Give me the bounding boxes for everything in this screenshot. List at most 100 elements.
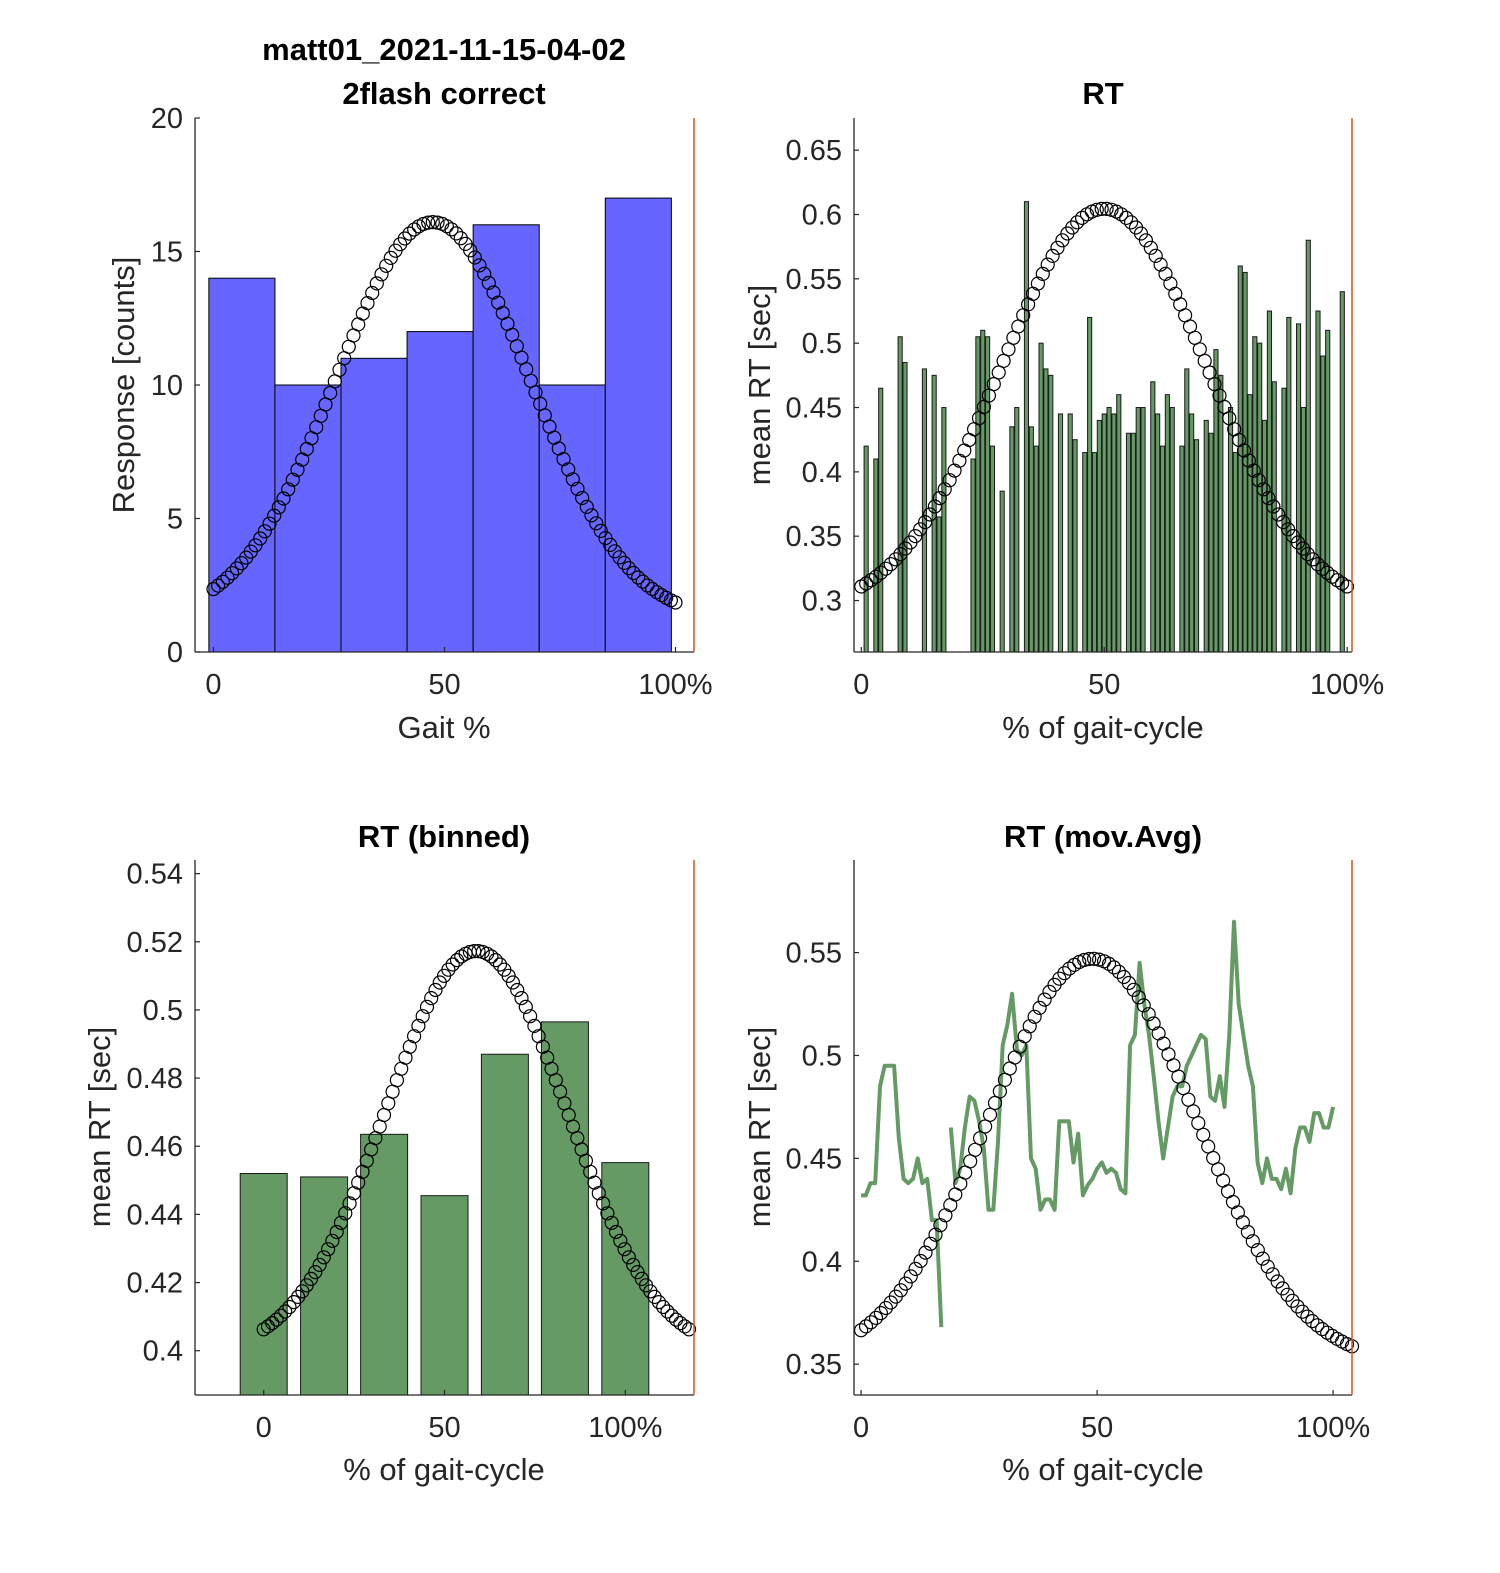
panel1-y-tick-label: 20 <box>151 103 183 135</box>
panel4-x-tick-label: 100% <box>1296 1412 1370 1444</box>
panel1-gaussian-marker <box>276 491 291 506</box>
panel4-gaussian-marker <box>1191 1115 1206 1131</box>
panel4-gaussian-marker <box>1082 951 1097 967</box>
panel1-gaussian-marker <box>635 574 650 589</box>
panel2-bar <box>1048 374 1054 653</box>
panel3-gaussian-marker <box>282 1299 297 1315</box>
panel3-gaussian-marker <box>677 1319 692 1334</box>
panel2-gaussian-marker <box>942 473 957 488</box>
panel2-bar <box>1232 452 1238 653</box>
panel2-bar <box>1305 239 1311 653</box>
panel3-gaussian-marker <box>595 1196 611 1211</box>
panel2-bar <box>1028 426 1034 653</box>
panel3-y-tick-label: 0.52 <box>127 927 183 959</box>
panel1-gaussian-marker <box>234 556 249 571</box>
panel2-y-tick-label: 0.45 <box>786 393 842 425</box>
panel1-gaussian-marker <box>383 250 398 265</box>
panel3-y-tick-label: 0.54 <box>127 859 183 891</box>
panel4-gaussian-marker <box>1245 1234 1260 1249</box>
panel1-gaussian-marker <box>449 226 464 241</box>
panel3-gaussian-marker <box>316 1250 331 1265</box>
panel4-x-tick-label: 0 <box>853 1412 869 1444</box>
panel3-gaussian-marker <box>651 1294 667 1310</box>
panel1-y-tick-label: 5 <box>167 504 183 536</box>
panel3-gaussian-marker <box>630 1264 645 1280</box>
panel4-gaussian-marker <box>1181 1092 1196 1107</box>
panel-response-histogram: matt01_2021-11-15-04-02 2flash correct 0… <box>106 32 713 745</box>
panel3-title: RT (binned) <box>358 819 530 854</box>
panel3-gaussian-marker <box>681 1322 697 1337</box>
panel3-gaussian-marker <box>510 982 525 998</box>
panel2-bar <box>1295 323 1302 653</box>
panel2-bar <box>980 329 986 653</box>
panel3-gaussian-marker <box>303 1271 319 1287</box>
panel4-gaussian-marker <box>1255 1251 1270 1266</box>
panel2-bar <box>1325 329 1331 653</box>
panel1-x-tick-label: 50 <box>428 669 460 701</box>
panel2-bar <box>1057 413 1064 653</box>
panel3-gaussian-marker <box>591 1186 606 1201</box>
panel3-bar <box>420 1195 469 1396</box>
panel4-gaussian-marker <box>1131 990 1146 1005</box>
panel3-gaussian-marker <box>445 957 460 972</box>
panel3-gaussian-marker <box>265 1315 280 1331</box>
panel3-y-tick-label: 0.46 <box>127 1131 183 1163</box>
panel1-plot-area: 0 50 100% 0 5 10 15 20 <box>151 103 713 701</box>
panel4-x-tick-label: 50 <box>1081 1412 1113 1444</box>
panel1-gaussian-marker <box>589 516 604 531</box>
panel2-gaussian-marker <box>1305 552 1320 567</box>
panel2-gaussian-marker <box>888 552 903 567</box>
panel2-gaussian-marker <box>1310 557 1325 572</box>
panel4-gaussian-marker <box>1042 984 1057 1000</box>
panel2-gaussian-marker <box>1261 491 1276 506</box>
panel2-bar <box>936 516 942 653</box>
panel4-gaussian-marker <box>1027 1009 1042 1024</box>
panel1-gaussian-marker <box>402 226 417 241</box>
panel3-gaussian-marker <box>338 1206 353 1221</box>
panel3-gaussian-marker <box>600 1206 615 1221</box>
panel2-xlabel: % of gait-cycle <box>1002 710 1204 745</box>
panel3-gaussian-marker <box>668 1312 684 1327</box>
panel1-gaussian-marker <box>285 472 300 487</box>
panel2-bar <box>1135 407 1141 653</box>
panel4-gaussian-marker <box>863 1315 879 1330</box>
panel4-gaussian-marker <box>913 1253 928 1269</box>
panel2-gaussian-marker <box>1114 207 1129 222</box>
panel3-y-tick-label: 0.48 <box>127 1063 183 1095</box>
panel4-y-tick-label: 0.5 <box>802 1040 842 1072</box>
panel3-gaussian-marker <box>441 962 456 977</box>
panel-rt-binned: RT (binned) 0 50 100% 0.4 0.42 0.44 0.46 0.48 0.… <box>82 819 697 1487</box>
panel4-gaussian-marker <box>1022 1019 1037 1034</box>
panel2-gaussian-marker <box>1148 248 1163 263</box>
panel2-bar <box>878 387 884 653</box>
panel3-gaussian-marker <box>286 1294 301 1310</box>
panel3-gaussian-marker <box>415 1009 430 1024</box>
panel2-bar <box>873 458 879 653</box>
panel4-gaussian-marker <box>1285 1293 1300 1308</box>
panel4-gaussian-marker <box>908 1261 923 1277</box>
panel1-gaussian-marker <box>365 285 380 301</box>
panel3-plot-area: 0 50 100% 0.4 0.42 0.44 0.46 0.48 0.5 0.52 0.54 <box>127 859 697 1444</box>
panel2-bar <box>1067 413 1073 653</box>
panel2-ylabel: mean RT [sec] <box>742 285 777 485</box>
panel2-gaussian-marker <box>1070 215 1085 230</box>
panel4-gaussian-marker <box>858 1319 874 1334</box>
panel1-gaussian-marker <box>229 561 244 576</box>
panel2-bar <box>1087 316 1093 653</box>
panel2-bar <box>1339 291 1345 653</box>
panel3-gaussian-marker <box>269 1312 284 1327</box>
panel2-bar <box>1033 445 1039 653</box>
panel4-ylabel: mean RT [sec] <box>742 1027 777 1227</box>
panel3-gaussian-marker <box>454 949 469 964</box>
panel1-gaussian-marker <box>267 508 282 523</box>
panel3-gaussian-marker <box>329 1224 344 1240</box>
panel2-gaussian-marker <box>1295 541 1311 556</box>
panel3-gaussian-marker <box>621 1250 637 1265</box>
panel4-gaussian-marker <box>873 1305 889 1321</box>
panel1-gaussian-marker <box>579 499 594 514</box>
panel-rt-bars: RT 0 50 100% 0.3 0.35 0.4 0.45 0.5 0.55 0.6 0.65 %… <box>742 76 1384 745</box>
panel3-gaussian-marker <box>419 999 435 1015</box>
panel4-y-tick-label: 0.55 <box>786 938 842 970</box>
panel2-gaussian-marker <box>873 565 889 580</box>
panel4-gaussian-marker <box>1295 1304 1310 1319</box>
